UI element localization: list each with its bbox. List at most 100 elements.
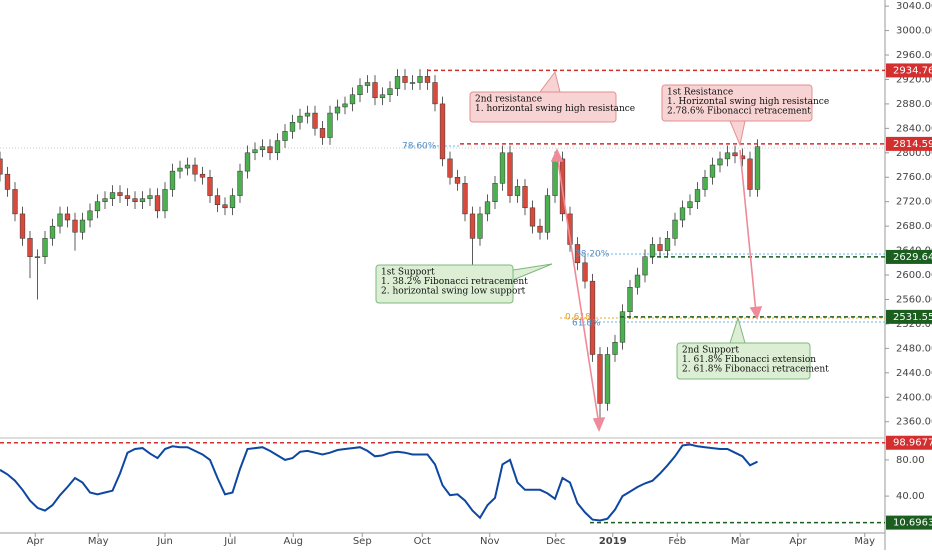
candle-body [364,82,371,86]
candle-body [109,192,116,199]
y-tick-label: 40.00 [896,491,925,502]
candle-body [349,94,356,105]
level-label: 10.6963 [893,518,932,529]
candle-body [297,115,303,123]
candle-body [589,280,596,355]
x-tick-label: May [854,536,875,547]
candle-body [492,183,498,202]
candle-body [424,76,431,83]
fib-label: 61.8% [572,319,601,329]
annotation-text: 2. 61.8% Fibonacci retracement [682,365,829,375]
candle-body [139,198,146,202]
candle-body [304,112,311,117]
candle-body [244,152,251,172]
annotation-text: 1st Resistance [667,88,733,98]
candle-body [439,103,446,160]
x-tick-label: 2019 [599,536,627,547]
fib-label: 38.20% [575,250,610,260]
annotation-text: 1st Support [381,268,435,278]
candle-body [634,274,641,288]
candle-body [357,85,363,95]
candle-body [544,195,551,233]
candle-body [64,213,71,221]
candle-body [642,256,648,276]
candle-body [597,354,603,404]
candle-body [672,219,678,239]
arrow [739,149,757,314]
level-tag [886,515,932,530]
y-tick-label: 2720.00 [896,197,932,208]
candle-body [754,146,761,190]
y-tick-label: 2520.00 [896,319,932,330]
level-label: 2531.55 [893,312,932,323]
candle-body [409,82,416,84]
candle-body [709,164,716,178]
y-tick-label: 2920.00 [896,74,932,85]
candle-body [259,146,266,150]
annotation-text: 2nd Support [682,346,739,356]
candle-body [499,152,506,184]
candle-body [582,262,588,282]
y-tick-label: 2880.00 [896,99,932,110]
annotation-text: 1. horizontal swing high resistance [475,104,635,114]
candle-body [34,256,41,258]
arrow-head [749,306,763,320]
candle-body [267,146,273,154]
candle-body [4,173,11,190]
level-tag [886,136,932,151]
candle-body [657,244,663,251]
x-tick-label: Nov [480,536,500,547]
arrow [556,154,600,426]
arrow-head [592,417,606,433]
fib-label: 0.618 [565,313,591,323]
candle-body [394,76,401,89]
candle-body [529,207,536,227]
candle-body [514,186,521,196]
candle-body [184,164,191,169]
candle-body [612,342,618,355]
candle-body [169,170,176,190]
level-label: 2814.59 [893,139,932,150]
x-tick-label: Sep [353,536,372,547]
candle-body [717,158,723,166]
candle-body [162,189,168,212]
level-tag [886,435,932,450]
candle-body [454,176,461,184]
candle-body [252,149,258,154]
candle-body [94,201,101,212]
fib-label: 78.60% [402,142,437,152]
x-tick-label: May [88,536,109,547]
y-tick-label: 2480.00 [896,343,932,354]
annotation-box [661,84,813,122]
candle-body [102,198,108,202]
candle-body [19,213,26,239]
candle-body [507,152,513,196]
candle-body [199,173,206,178]
annotation-text: 1. 38.2% Fibonacci retracement [381,277,528,287]
candle-body [379,94,386,99]
candle-body [42,238,48,257]
candle-body [57,213,63,227]
y-tick-label: 2760.00 [896,172,932,183]
x-tick-label: Aug [283,536,303,547]
candle-body [687,201,693,209]
candle-body [732,152,738,157]
y-tick-label: 2600.00 [896,270,932,281]
annotation-box [469,91,617,123]
annotation-box [676,342,811,380]
candle-body [477,213,483,239]
level-label: 98.9677 [893,438,932,449]
candle-body [312,112,318,129]
level-label: 2934.76 [893,65,932,76]
y-tick-label: 2840.00 [896,123,932,134]
annotation-text: 2.78.6% Fibonacci retracement [667,107,811,117]
y-tick-label: 3000.00 [896,26,932,37]
annotation-text: 1. Horizontal swing high resistance [667,97,829,107]
candle-body [237,170,243,196]
annotation-text: 2. horizontal swing low support [381,287,526,297]
candle-body [702,176,708,190]
candle-body [87,210,93,221]
x-tick-label: Feb [668,536,686,547]
candle-body [747,158,753,190]
